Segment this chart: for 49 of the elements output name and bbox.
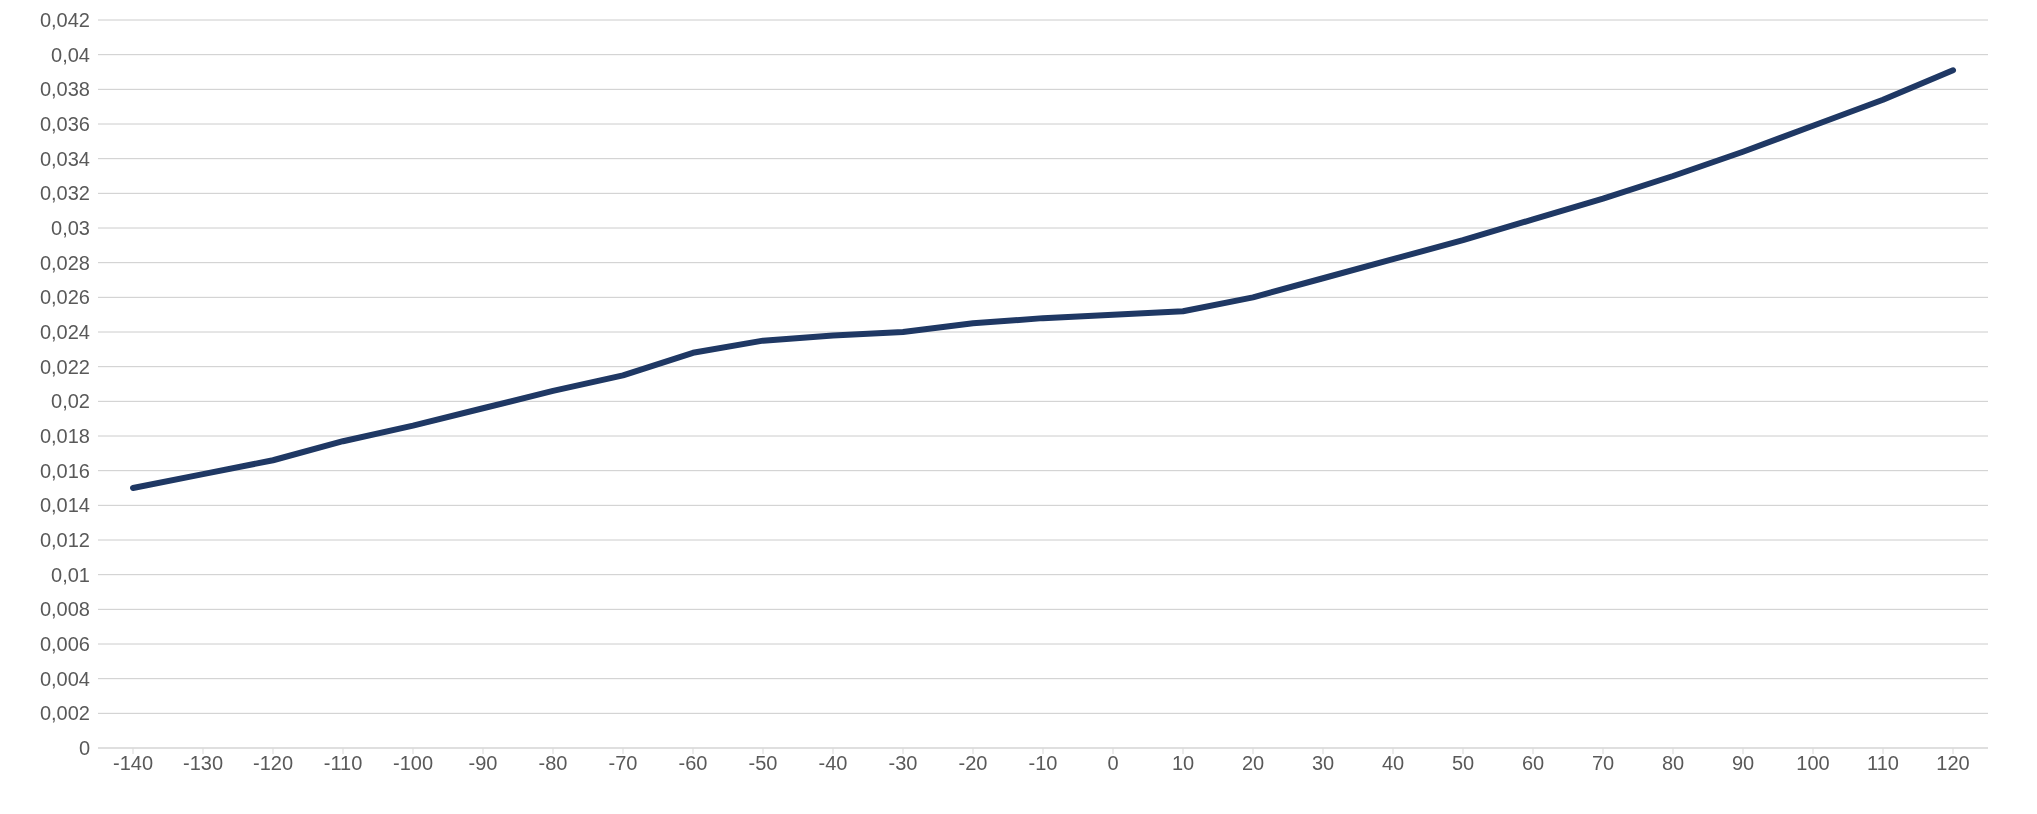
y-tick-label: 0,01 [51, 563, 90, 586]
x-tick-label: 30 [1311, 752, 1335, 775]
x-tick-label: -100 [392, 752, 434, 775]
x-tick-label: -70 [608, 752, 638, 775]
x-tick-label: -30 [888, 752, 918, 775]
x-tick-label: -110 [323, 752, 363, 775]
x-tick-label: 40 [1381, 752, 1405, 775]
x-tick-label: -90 [468, 752, 498, 775]
y-tick-label: 0,04 [51, 43, 90, 66]
y-tick-label: 0,024 [39, 321, 90, 344]
x-tick-label: 70 [1591, 752, 1615, 775]
x-tick-label: 60 [1521, 752, 1545, 775]
x-tick-label: 110 [1867, 752, 1899, 775]
y-tick-label: 0,002 [39, 702, 90, 725]
y-tick-label: 0,022 [39, 355, 90, 378]
x-tick-label: 0 [1107, 752, 1119, 775]
x-tick-label: 10 [1171, 752, 1195, 775]
y-tick-label: 0,028 [39, 251, 90, 274]
x-tick-label: 90 [1731, 752, 1755, 775]
x-tick-label: 50 [1451, 752, 1475, 775]
y-tick-label: 0,018 [39, 425, 90, 448]
x-tick-label: -20 [958, 752, 988, 775]
y-tick-label: 0,006 [39, 633, 90, 656]
y-tick-label: 0,012 [39, 529, 90, 552]
x-tick-label: 20 [1241, 752, 1265, 775]
x-tick-label: -50 [748, 752, 778, 775]
y-tick-label: 0,036 [39, 113, 90, 136]
x-tick-label: -60 [678, 752, 708, 775]
y-tick-label: 0,008 [39, 598, 90, 621]
y-tick-label: 0,034 [39, 147, 90, 170]
x-tick-label: -40 [818, 752, 848, 775]
y-tick-label: 0 [78, 737, 90, 760]
y-tick-label: 0,014 [39, 494, 90, 517]
y-tick-label: 0,032 [39, 182, 90, 205]
y-tick-label: 0,03 [51, 217, 90, 240]
x-tick-label: 100 [1796, 752, 1830, 775]
x-tick-label: -120 [252, 752, 294, 775]
x-tick-label: 120 [1936, 752, 1970, 775]
y-tick-label: 0,004 [39, 667, 90, 690]
y-tick-label: 0,016 [39, 459, 90, 482]
x-tick-label: -130 [182, 752, 224, 775]
x-tick-label: -10 [1028, 752, 1058, 775]
y-tick-label: 0,026 [39, 286, 90, 309]
x-tick-label: 80 [1661, 752, 1685, 775]
x-tick-label: -80 [538, 752, 568, 775]
y-tick-label: 0,02 [51, 390, 90, 413]
x-tick-label: -140 [112, 752, 154, 775]
y-tick-label: 0,042 [39, 9, 90, 32]
y-tick-label: 0,038 [39, 78, 90, 101]
